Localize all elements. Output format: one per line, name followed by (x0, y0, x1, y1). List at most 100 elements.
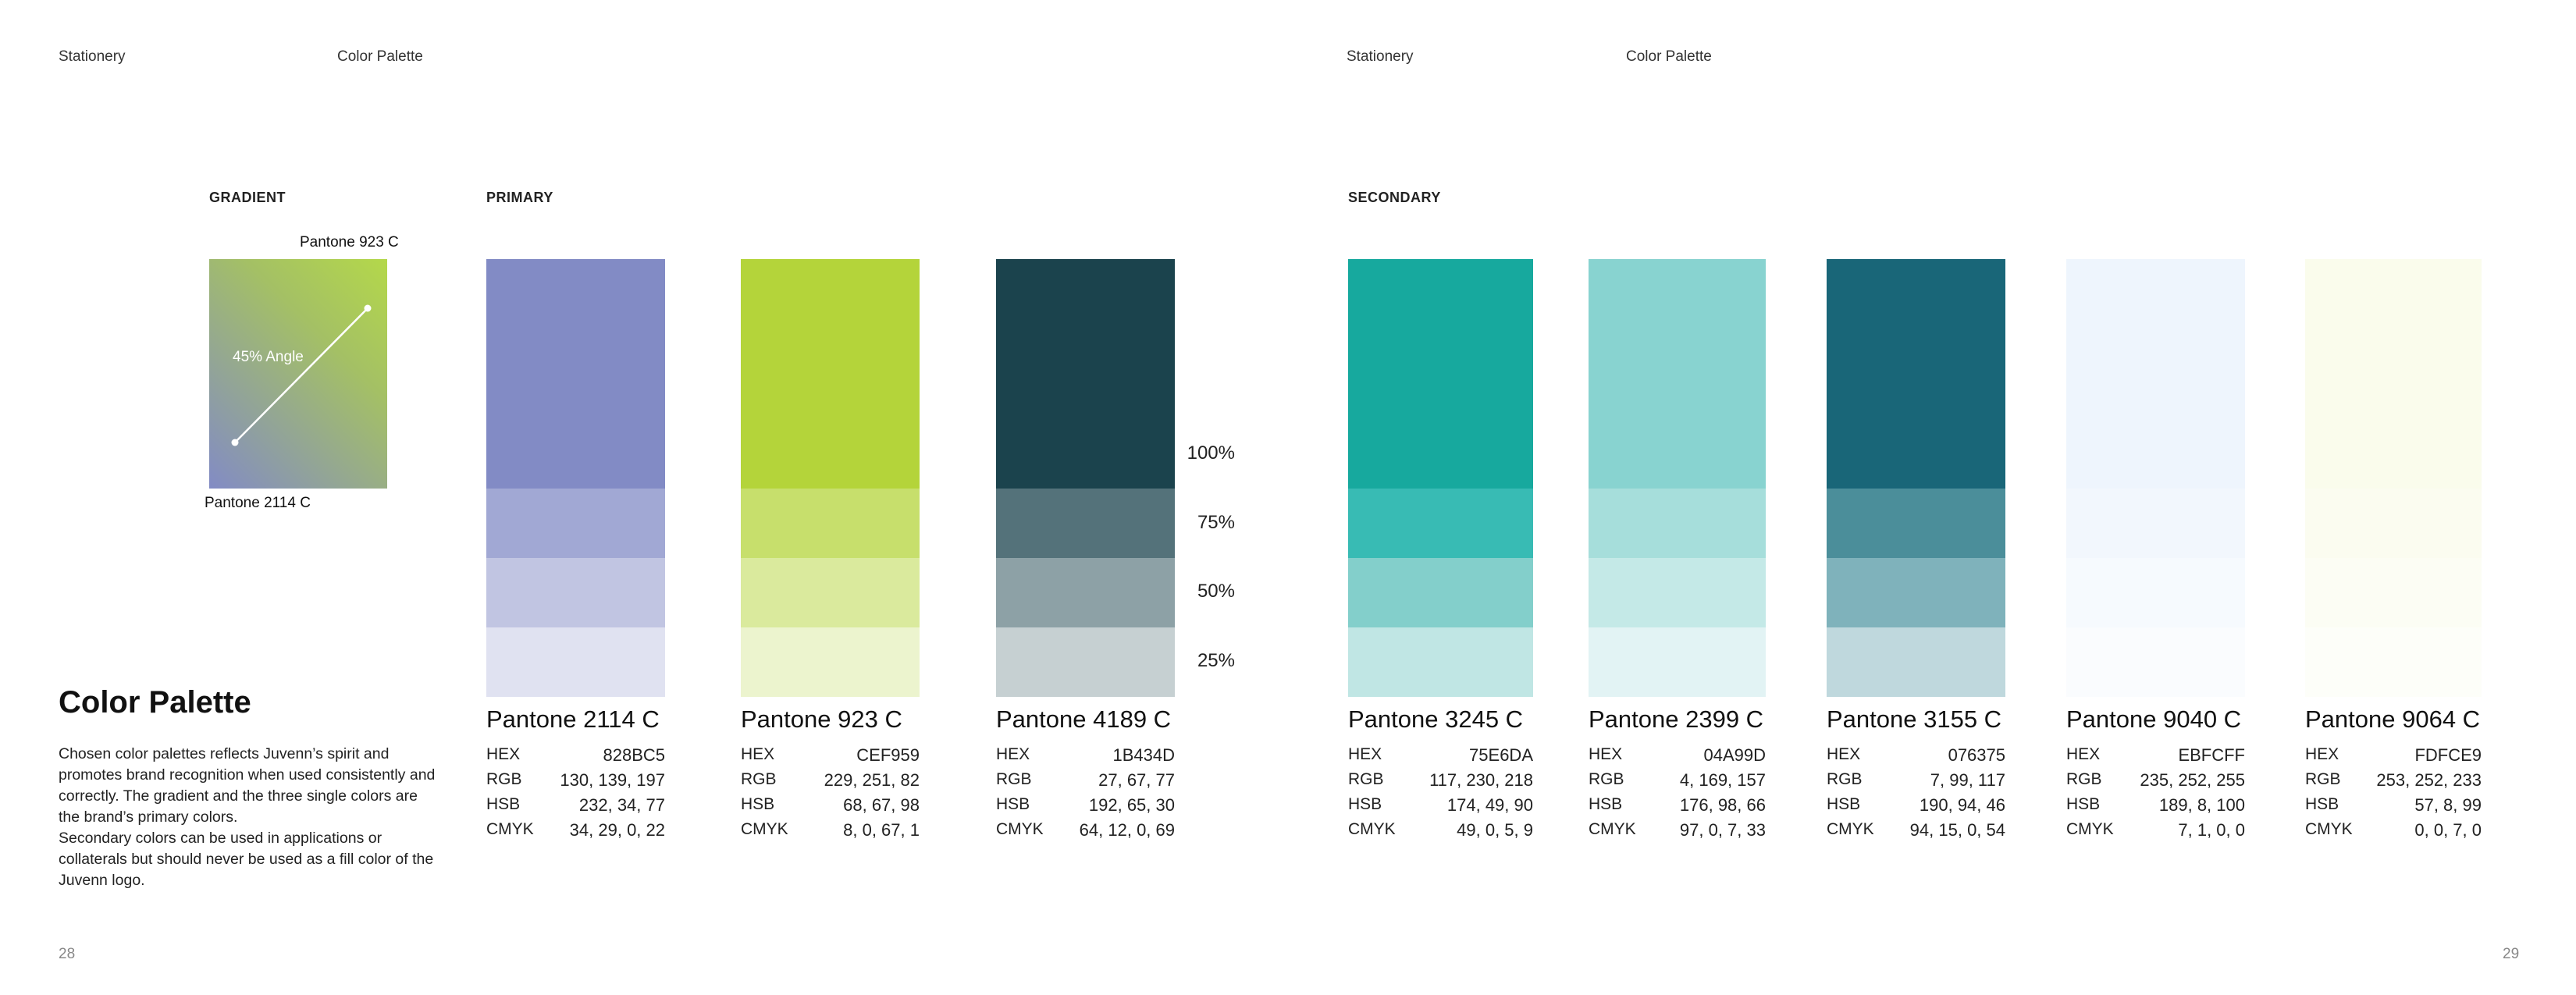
spec-row-hsb: HSB 192, 65, 30 (996, 795, 1175, 819)
page-title: Color Palette (59, 685, 251, 720)
spec-label-hex: HEX (741, 745, 775, 763)
spec-row-rgb: RGB 7, 99, 117 (1827, 770, 2005, 794)
spec-label-hsb: HSB (486, 795, 521, 813)
tint-50 (1348, 558, 1533, 627)
spec-row-cmyk: CMYK 94, 15, 0, 54 (1827, 820, 2005, 844)
spec-row-hex: HEX 1B434D (996, 745, 1175, 769)
spec-value-hsb: 57, 8, 99 (2414, 795, 2482, 815)
tint-100 (486, 259, 665, 489)
spec-value-hsb: 232, 34, 77 (578, 795, 665, 815)
spec-value-hsb: 176, 98, 66 (1679, 795, 1766, 815)
tint-25 (1589, 627, 1766, 697)
spec-value-cmyk: 94, 15, 0, 54 (1909, 820, 2005, 840)
spec-row-rgb: RGB 4, 169, 157 (1589, 770, 1766, 794)
spec-label-cmyk: CMYK (996, 820, 1044, 838)
swatch-name: Pantone 2399 C (1589, 705, 1764, 733)
spec-row-rgb: RGB 27, 67, 77 (996, 770, 1175, 794)
spec-value-hsb: 189, 8, 100 (2158, 795, 2245, 815)
spec-row-hex: HEX 828BC5 (486, 745, 665, 769)
spec-row-hex: HEX FDFCE9 (2305, 745, 2482, 769)
spec-value-hsb: 190, 94, 46 (1919, 795, 2005, 815)
spec-label-rgb: RGB (486, 770, 522, 788)
gradient-section-label: GRADIENT (209, 190, 286, 205)
swatch-pantone-2399-c (1589, 259, 1766, 697)
spec-row-rgb: RGB 229, 251, 82 (741, 770, 920, 794)
spec-label-hsb: HSB (741, 795, 775, 813)
spec-row-cmyk: CMYK 8, 0, 67, 1 (741, 820, 920, 844)
spec-row-hex: HEX CEF959 (741, 745, 920, 769)
tint-50 (996, 558, 1175, 627)
swatch-pantone-4189-c (996, 259, 1175, 697)
spec-row-hsb: HSB 176, 98, 66 (1589, 795, 1766, 819)
header-stationery: Stationery (59, 48, 126, 65)
spec-label-cmyk: CMYK (741, 820, 788, 838)
swatch-pantone-9040-c (2066, 259, 2245, 697)
spec-label-hsb: HSB (996, 795, 1030, 813)
spec-label-rgb: RGB (996, 770, 1032, 788)
spec-value-hex: FDFCE9 (2414, 745, 2482, 765)
swatch-name: Pantone 9064 C (2305, 705, 2481, 733)
spec-label-hsb: HSB (1348, 795, 1382, 813)
tint-50 (2066, 558, 2245, 627)
spec-row-hsb: HSB 68, 67, 98 (741, 795, 920, 819)
spec-value-cmyk: 0, 0, 7, 0 (2414, 820, 2482, 840)
tint-label-50: 50% (1197, 581, 1235, 602)
tint-25 (996, 627, 1175, 697)
spec-label-hsb: HSB (1827, 795, 1861, 813)
spec-value-hsb: 174, 49, 90 (1446, 795, 1533, 815)
spec-value-hex: 076375 (1948, 745, 2005, 765)
tint-100 (2305, 259, 2482, 489)
spec-label-cmyk: CMYK (2066, 820, 2114, 838)
tint-50 (741, 558, 920, 627)
spec-value-hex: 04A99D (1703, 745, 1766, 765)
header-color-palette: Color Palette (337, 48, 423, 65)
spec-value-hsb: 68, 67, 98 (843, 795, 920, 815)
tint-75 (1348, 489, 1533, 558)
tint-50 (1589, 558, 1766, 627)
spec-row-hsb: HSB 232, 34, 77 (486, 795, 665, 819)
swatch-pantone-9064-c (2305, 259, 2482, 697)
description-paragraph-2: Secondary colors can be used in applicat… (59, 830, 434, 889)
tint-75 (486, 489, 665, 558)
header-stationery-right: Stationery (1347, 48, 1414, 65)
primary-section-label: PRIMARY (486, 190, 553, 205)
page-number-left: 28 (59, 946, 76, 962)
tint-75 (2305, 489, 2482, 558)
spec-label-hex: HEX (486, 745, 521, 763)
tint-label-25: 25% (1197, 650, 1235, 671)
tint-75 (996, 489, 1175, 558)
tint-75 (741, 489, 920, 558)
tint-25 (2066, 627, 2245, 697)
spec-label-cmyk: CMYK (486, 820, 534, 838)
tint-75 (2066, 489, 2245, 558)
tint-25 (2305, 627, 2482, 697)
tint-100 (741, 259, 920, 489)
spec-label-hsb: HSB (1589, 795, 1623, 813)
spec-label-hex: HEX (1827, 745, 1861, 763)
spec-value-rgb: 130, 139, 197 (560, 770, 665, 790)
description: Chosen color palettes reflects Juvenn’s … (59, 744, 441, 891)
tint-75 (1827, 489, 2005, 558)
spec-value-cmyk: 34, 29, 0, 22 (569, 820, 665, 840)
swatch-name: Pantone 4189 C (996, 705, 1172, 733)
spec-value-cmyk: 8, 0, 67, 1 (843, 820, 920, 840)
spec-row-rgb: RGB 235, 252, 255 (2066, 770, 2245, 794)
spec-label-cmyk: CMYK (1348, 820, 1396, 838)
tint-75 (1589, 489, 1766, 558)
spec-row-rgb: RGB 117, 230, 218 (1348, 770, 1533, 794)
description-paragraph-1: Chosen color palettes reflects Juvenn’s … (59, 745, 436, 826)
spec-row-rgb: RGB 130, 139, 197 (486, 770, 665, 794)
swatch-pantone-3245-c (1348, 259, 1533, 697)
spec-row-hsb: HSB 190, 94, 46 (1827, 795, 2005, 819)
spec-row-hex: HEX 076375 (1827, 745, 2005, 769)
spec-row-hsb: HSB 174, 49, 90 (1348, 795, 1533, 819)
spec-row-cmyk: CMYK 0, 0, 7, 0 (2305, 820, 2482, 844)
spec-label-hsb: HSB (2305, 795, 2339, 813)
spec-value-hex: 75E6DA (1469, 745, 1533, 765)
swatch-pantone-2114-c (486, 259, 665, 697)
secondary-section-label: SECONDARY (1348, 190, 1441, 205)
spec-value-rgb: 229, 251, 82 (824, 770, 920, 790)
spec-label-rgb: RGB (1348, 770, 1384, 788)
swatch-name: Pantone 3155 C (1827, 705, 2002, 733)
tint-50 (1827, 558, 2005, 627)
